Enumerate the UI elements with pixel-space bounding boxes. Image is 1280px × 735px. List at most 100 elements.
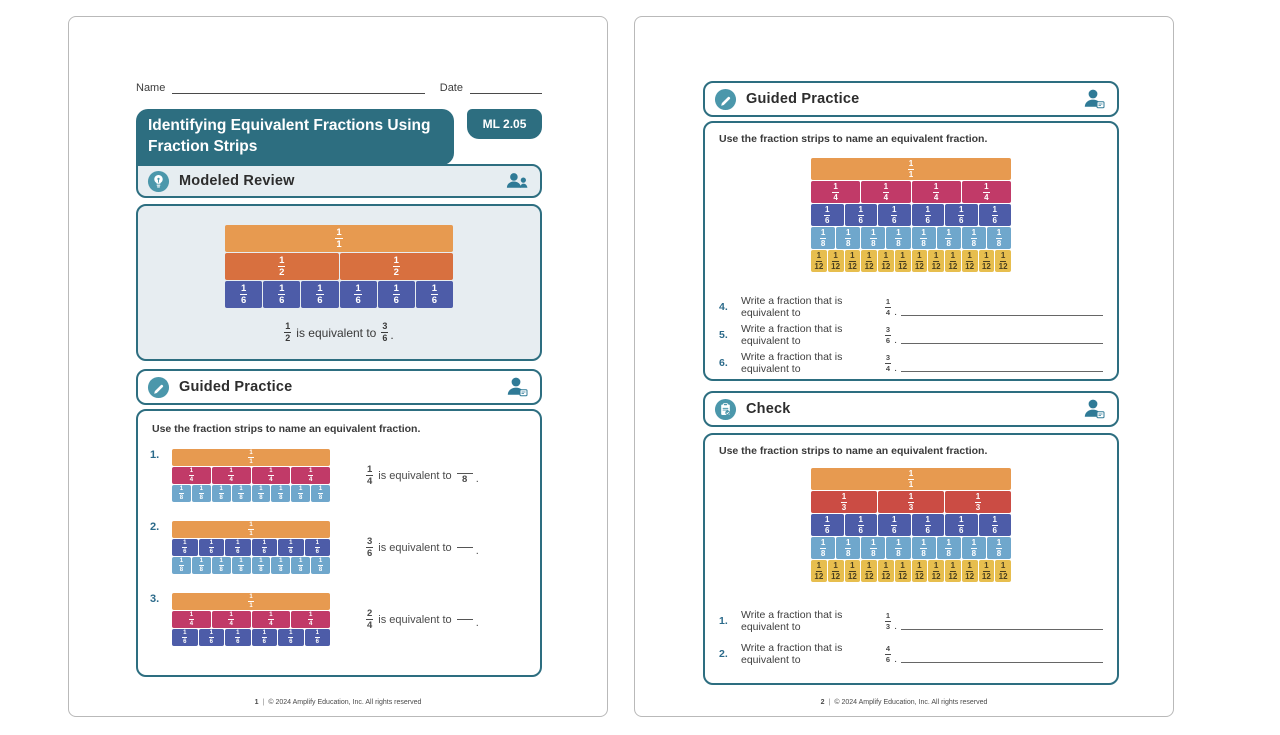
instruction-text: Use the fraction strips to name an equiv…: [152, 423, 421, 435]
statement-period: .: [475, 472, 479, 485]
fraction-cell-1-12: 1 12: [928, 250, 944, 272]
guided-practice-content-p2: Use the fraction strips to name an equiv…: [703, 121, 1119, 381]
guided-practice-title: Guided Practice: [746, 91, 860, 107]
fraction-strip-check: 1 1 1 3 1 3 1 3 1 6 1 6 1 6 1 6 1 6 1 6 1 8 1 8 1 8 1 8 1 8 1 8 1 8 1 8 1 12 1…: [811, 468, 1011, 582]
fraction-cell-1-12: 1 12: [894, 250, 911, 272]
guided-practice-title: Guided Practice: [179, 379, 293, 395]
fraction-cell-1-12: 1 12: [894, 560, 911, 582]
fraction-cell-1-12: 1 12: [995, 250, 1011, 272]
fraction-cell-1-12: 1 12: [827, 560, 844, 582]
answer-line: [901, 342, 1103, 344]
fraction-cell-1-12: 1 12: [844, 560, 861, 582]
fraction-cell-1-12: 1 12: [811, 250, 827, 272]
equivalence-text: is equivalent to: [378, 469, 452, 482]
name-label: Name: [136, 82, 166, 94]
equivalence-text: is equivalent to: [378, 541, 452, 554]
question-text: Write a fraction that is equivalent to: [741, 609, 843, 633]
guided-practice-content: Use the fraction strips to name an equiv…: [136, 409, 542, 677]
problem-number: 3.: [150, 593, 160, 605]
copyright-text: © 2024 Amplify Education, Inc. All right…: [834, 699, 988, 706]
person-card-icon: [504, 375, 531, 399]
fraction-cell-1-12: 1 12: [861, 250, 877, 272]
page-number: 1: [254, 699, 259, 706]
worksheet-page-1: Name Date Identifying Equivalent Fractio…: [68, 16, 608, 717]
fraction-cell-1-12: 1 12: [878, 250, 894, 272]
check-question-1: 1. Write a fraction that is equivalent t…: [719, 609, 1103, 633]
fraction-cell-1-12: 1 12: [911, 560, 928, 582]
instruction-text: Use the fraction strips to name an equiv…: [719, 445, 988, 457]
equivalence-text: is equivalent to: [378, 613, 452, 626]
problem-number: 2.: [150, 521, 160, 533]
answer-line: [901, 628, 1103, 630]
strip-container: 1 1 1 3 1 3 1 3 1 6 1 6 1 6 1 6 1 6 1 6 1 8 1 8 1 8 1 8 1 8 1 8 1 8 1 8 1 12 1…: [705, 468, 1117, 582]
question-number: 1.: [719, 615, 728, 627]
lesson-code-badge: ML 2.05: [467, 109, 542, 139]
answer-fraction-blank: 8: [456, 466, 473, 485]
question-4: 4. Write a fraction that is equivalent t…: [719, 295, 1103, 319]
date-blank-line: [470, 81, 542, 94]
question-period: .: [894, 362, 897, 374]
statement-period: .: [475, 544, 479, 557]
question-text: Write a fraction that is equivalent to: [741, 642, 843, 666]
